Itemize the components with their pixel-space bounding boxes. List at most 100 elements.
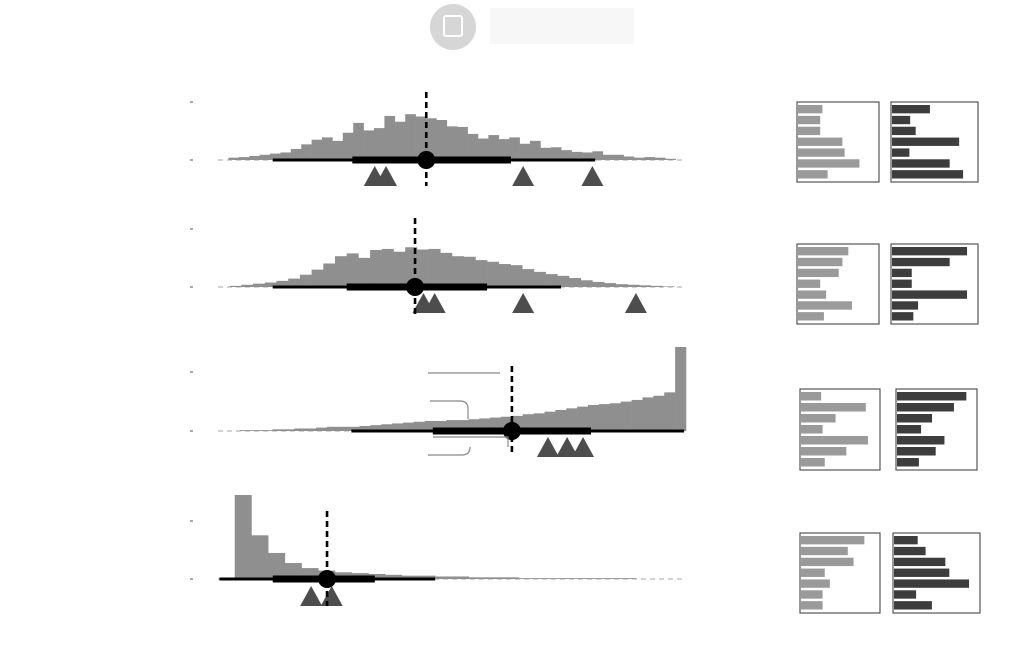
triangle-marker (375, 166, 398, 186)
histogram-bar (405, 247, 418, 287)
panel-light (796, 101, 880, 183)
histogram-bar (392, 423, 404, 431)
histogram-bar (323, 263, 336, 287)
histogram-bar (468, 577, 486, 579)
panel-light-bar (801, 536, 865, 545)
histogram-bar (259, 154, 271, 160)
histogram-bar (299, 274, 312, 287)
histogram-bar (557, 275, 570, 287)
histogram-bar (424, 420, 436, 431)
histogram-bar (436, 119, 448, 160)
histogram-bar (552, 578, 570, 579)
histogram-bar (229, 285, 242, 287)
histogram-bar (488, 135, 500, 160)
triangle-marker (624, 293, 647, 313)
panel-dark (890, 101, 979, 183)
histogram-bar (550, 147, 562, 160)
panel-dark-bar (894, 546, 926, 556)
histogram-bar (374, 128, 385, 160)
histogram-bar (358, 257, 371, 287)
histogram-bar (522, 414, 534, 431)
panel-light-bar (798, 301, 853, 310)
histogram-bar (290, 148, 302, 160)
panel-light (799, 532, 881, 614)
histogram-bar (664, 392, 676, 431)
histogram-bar (301, 144, 312, 160)
histogram-bar (555, 410, 567, 431)
panel-light-bar (798, 148, 845, 157)
histogram-bar (426, 118, 437, 160)
histogram-bar (385, 574, 403, 579)
histogram-bar (475, 260, 488, 287)
triangle-marker (512, 293, 535, 313)
panel-light-bar (801, 546, 848, 556)
triangle-marker (572, 437, 595, 457)
histogram-bar (485, 577, 503, 579)
histogram-bar (238, 157, 250, 160)
histogram-bar (545, 274, 558, 287)
histogram-bar (435, 576, 453, 579)
histogram-bar (353, 122, 364, 160)
panel-dark (890, 243, 979, 325)
histogram-bar (479, 418, 491, 431)
panel-dark-bar (894, 557, 946, 567)
chart-row-2 (190, 218, 979, 325)
panel-light-bar (798, 105, 823, 114)
histogram-bar (363, 130, 375, 160)
histogram-bar (540, 147, 552, 160)
histogram-bar (384, 115, 396, 160)
histogram-bar (261, 430, 273, 431)
histogram-bar (413, 421, 426, 431)
histogram-bar (322, 137, 333, 160)
histogram-bar (335, 256, 347, 287)
histogram-bar (569, 278, 581, 287)
panel-light-bar (798, 137, 843, 146)
panel-dark-bar (897, 425, 922, 434)
panel-light (796, 243, 880, 325)
chart-row-3 (190, 347, 978, 471)
histogram-bar (510, 265, 523, 287)
histogram-bar (467, 133, 479, 160)
annotation-bracket (430, 400, 469, 419)
histogram-bar (615, 284, 628, 287)
panel-dark-bar (892, 279, 912, 288)
histogram-bar (644, 157, 656, 160)
histogram-bar (654, 157, 666, 160)
panel-dark-bar (892, 290, 968, 299)
panel-light-bar (801, 392, 822, 401)
panel-dark-bar (897, 403, 954, 412)
panel-dark-bar (894, 601, 932, 610)
histogram-bar (623, 156, 635, 160)
panel-light-bar (798, 126, 821, 136)
panel-light-bar (801, 414, 836, 423)
histogram-bar (249, 155, 260, 160)
histogram-bar (535, 578, 553, 579)
histogram-bar (634, 157, 645, 160)
histogram-bar (359, 425, 371, 431)
histogram-bar (280, 152, 292, 160)
triangle-marker (581, 166, 604, 186)
histogram-bar (457, 126, 468, 160)
histogram-bar (602, 578, 620, 579)
panel-dark-bar (892, 170, 964, 179)
histogram-bar (502, 577, 520, 579)
histogram-bar (228, 157, 240, 160)
histogram-bar (418, 575, 436, 579)
panel-dark-bar (892, 159, 950, 168)
panel-dark-bar (892, 301, 919, 310)
histogram-bar (337, 426, 349, 431)
histogram-bar (403, 422, 415, 431)
histogram-bar (490, 417, 502, 431)
histogram-bar (498, 264, 511, 287)
histogram-bar (264, 282, 277, 287)
panel-dark-bar (894, 536, 918, 545)
histogram-bar (571, 151, 583, 160)
panel-dark-bar (897, 436, 945, 445)
panel-light-bar (798, 312, 824, 321)
histogram-bar (253, 283, 266, 287)
histogram-bar (381, 248, 394, 287)
histogram-bar (368, 573, 386, 579)
triangle-marker (320, 586, 343, 606)
panel-light-bar (801, 590, 823, 599)
panel-dark-bar (892, 148, 910, 157)
